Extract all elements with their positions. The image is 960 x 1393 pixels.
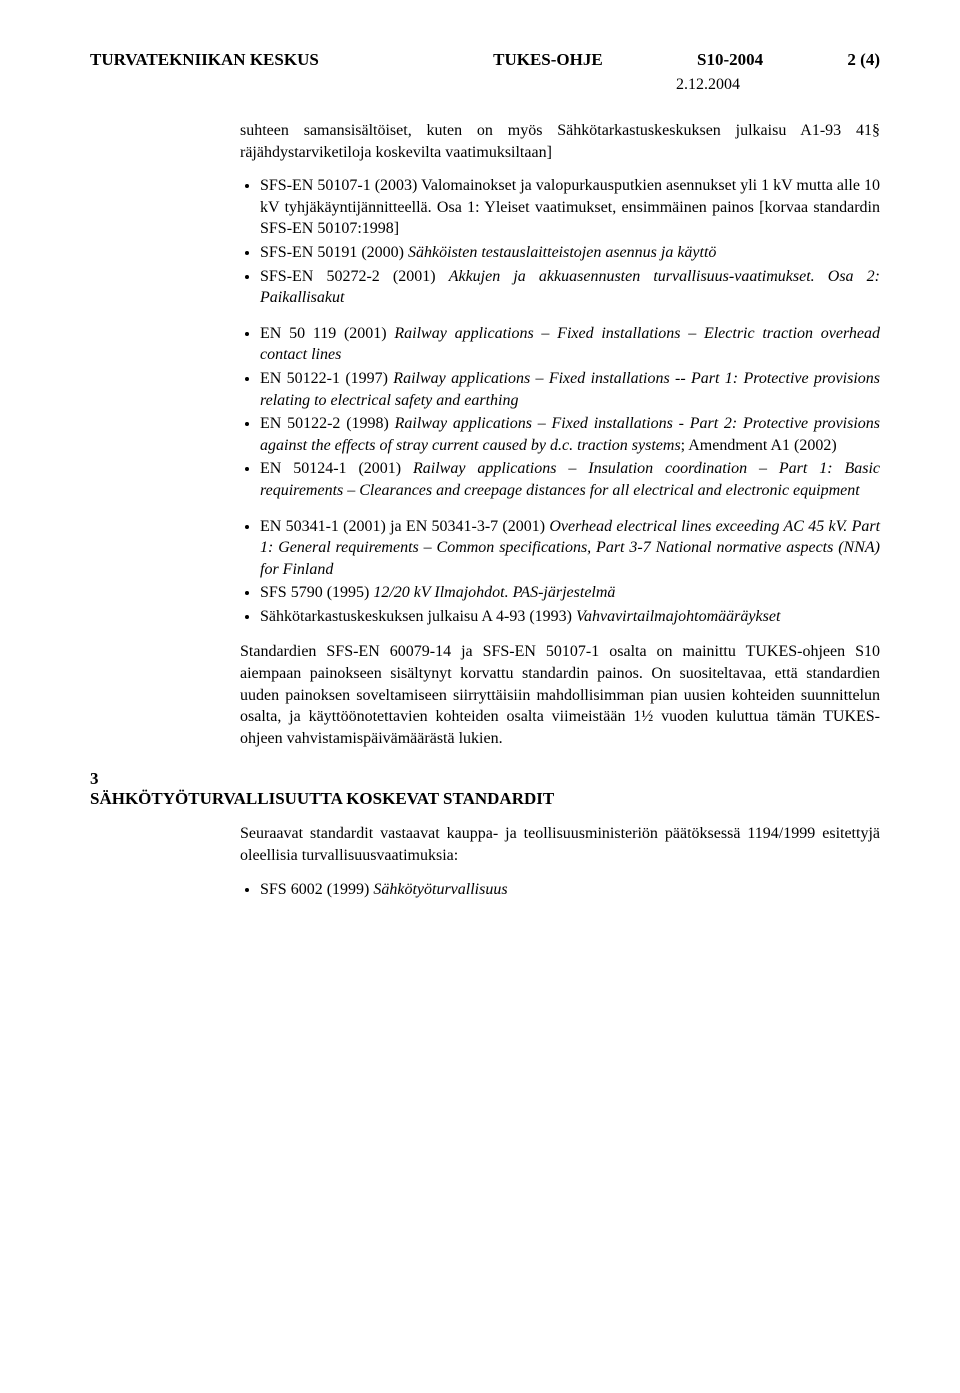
header-date: 2.12.2004 [90,76,740,94]
intro-paragraph: suhteen samansisältöiset, kuten on myös … [240,120,880,163]
header-doc-id: S10-2004 [697,50,763,70]
list-item: SFS-EN 50107-1 (2003) Valomainokset ja v… [260,175,880,240]
list-item: SFS-EN 50191 (2000) Sähköisten testausla… [260,242,880,264]
standards-list-1: SFS-EN 50107-1 (2003) Valomainokset ja v… [240,175,880,309]
list-item: SFS-EN 50272-2 (2001) Akkujen ja akkuase… [260,266,880,309]
header-org: TURVATEKNIIKAN KESKUS [90,50,319,70]
section-title: SÄHKÖTYÖTURVALLISUUTTA KOSKEVAT STANDARD… [90,789,880,809]
list-item: Sähkötarkastuskeskuksen julkaisu A 4-93 … [260,606,880,628]
list-item: EN 50122-2 (1998) Railway applications –… [260,413,880,456]
header-page-num: 2 (4) [847,50,880,70]
header-doc-type: TUKES-OHJE [493,50,603,70]
standards-list-2: EN 50 119 (2001) Railway applications – … [240,323,880,502]
list-item: EN 50341-1 (2001) ja EN 50341-3-7 (2001)… [260,516,880,581]
list-item: EN 50124-1 (2001) Railway applications –… [260,458,880,501]
list-item: EN 50122-1 (1997) Railway applications –… [260,368,880,411]
page-header: TURVATEKNIIKAN KESKUS TUKES-OHJE S10-200… [90,50,880,70]
section-standards-list: SFS 6002 (1999) Sähkötyöturvallisuus [240,879,880,901]
list-item: SFS 6002 (1999) Sähkötyöturvallisuus [260,879,880,901]
explanatory-paragraph: Standardien SFS-EN 60079-14 ja SFS-EN 50… [240,641,880,749]
section-intro: Seuraavat standardit vastaavat kauppa- j… [240,823,880,866]
list-item: EN 50 119 (2001) Railway applications – … [260,323,880,366]
list-item: SFS 5790 (1995) 12/20 kV Ilmajohdot. PAS… [260,582,880,604]
section-number: 3 [90,769,880,789]
standards-list-3: EN 50341-1 (2001) ja EN 50341-3-7 (2001)… [240,516,880,628]
